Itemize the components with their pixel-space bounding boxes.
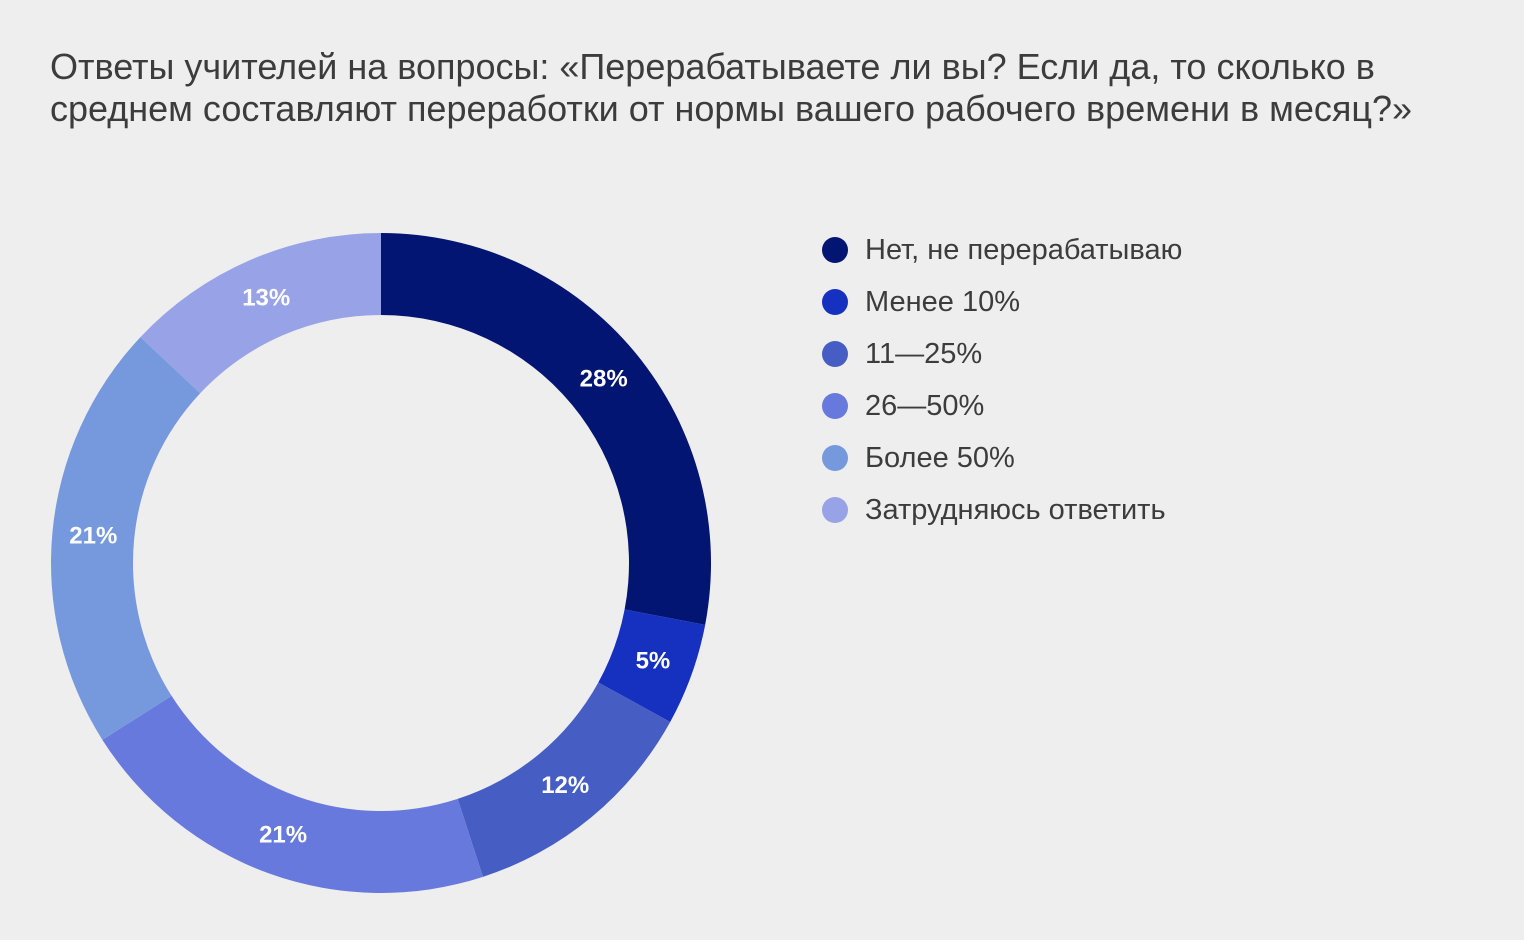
slice-value-label: 21% — [259, 821, 307, 848]
legend-label: Менее 10% — [865, 285, 1020, 318]
legend-item: Менее 10% — [822, 276, 1182, 328]
donut-slice — [140, 233, 381, 394]
legend-swatch — [822, 497, 848, 523]
legend-swatch — [822, 289, 848, 315]
legend-item: Нет, не перерабатываю — [822, 224, 1182, 276]
legend-item: Затрудняюсь ответить — [822, 484, 1182, 536]
legend-swatch — [822, 393, 848, 419]
donut-slice — [381, 233, 711, 625]
legend-label: 26—50% — [865, 389, 985, 422]
legend-item: 26—50% — [822, 380, 1182, 432]
slice-value-label: 21% — [69, 522, 117, 549]
legend-item: Более 50% — [822, 432, 1182, 484]
legend-label: Нет, не перерабатываю — [865, 233, 1183, 266]
legend-label: 11—25% — [865, 337, 983, 370]
slice-value-label: 5% — [636, 647, 671, 674]
donut-slice — [102, 695, 483, 893]
legend-swatch — [822, 445, 848, 471]
slice-value-label: 13% — [242, 284, 290, 311]
legend-label: Затрудняюсь ответить — [865, 493, 1166, 526]
legend-swatch — [822, 341, 848, 367]
donut-chart: 28% 5% 12% 21% 21% 13% — [50, 233, 711, 893]
slice-value-label: 12% — [541, 772, 589, 799]
chart-title: Ответы учителей на вопросы: «Перерабатыв… — [50, 46, 1413, 129]
slice-value-label: 28% — [580, 365, 628, 392]
legend-item: 11—25% — [822, 328, 1182, 380]
legend-swatch — [822, 237, 848, 263]
chart-legend: Нет, не перерабатываю Менее 10% 11—25% 26—5… — [822, 224, 1182, 536]
donut-slice — [598, 609, 706, 722]
legend-label: Более 50% — [865, 441, 1015, 474]
donut-slice — [50, 337, 201, 740]
donut-slice — [457, 682, 671, 877]
